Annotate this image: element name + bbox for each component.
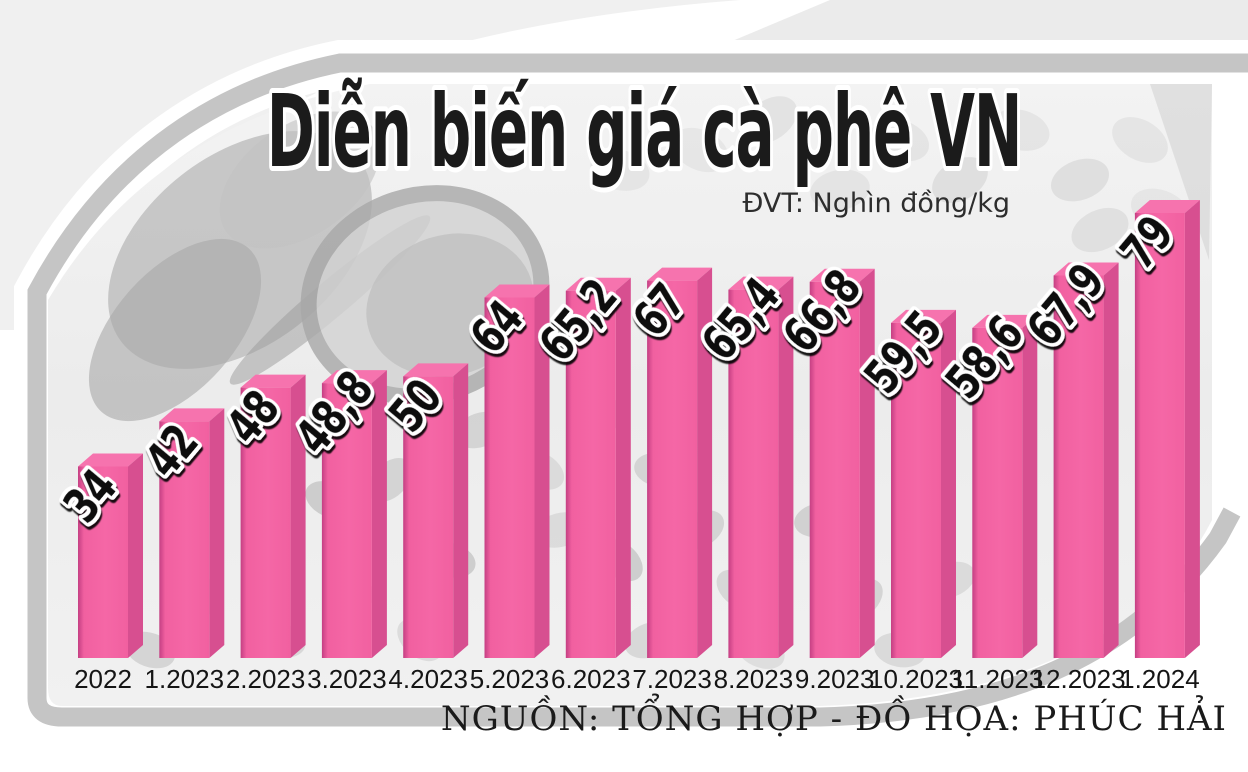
bar-top-face bbox=[1053, 262, 1119, 276]
x-axis-label: 2.2023 bbox=[226, 664, 306, 694]
bar-top-face bbox=[240, 374, 306, 388]
bar-front-face bbox=[1134, 212, 1185, 659]
bar-side-face bbox=[290, 374, 306, 658]
bar-side-face bbox=[941, 309, 956, 658]
x-axis-label: 6.2023 bbox=[551, 664, 631, 694]
bar-side-face bbox=[1184, 199, 1200, 659]
bar-front-face bbox=[240, 387, 291, 658]
page-title: Diễn biến giá cà phê VN bbox=[267, 74, 1022, 190]
bar-front-face bbox=[891, 322, 941, 658]
bar-front-face bbox=[809, 281, 860, 658]
bar-top-face bbox=[403, 363, 469, 377]
unit-note: ĐVT: Nghìn đồng/kg bbox=[742, 188, 1010, 219]
bar-top-face bbox=[647, 267, 713, 281]
bar-1.2023: 42 bbox=[132, 408, 225, 658]
bar-front-face bbox=[484, 297, 535, 658]
bar-front-face bbox=[728, 289, 779, 658]
bar-side-face bbox=[1103, 262, 1119, 658]
bar-4.2023: 50 bbox=[376, 363, 469, 658]
bar-top-face bbox=[728, 276, 794, 290]
bar-side-face bbox=[209, 408, 225, 658]
corner-wash-top-right bbox=[706, 0, 1248, 52]
bar-side-face bbox=[697, 267, 713, 658]
bar-top-face bbox=[1134, 199, 1200, 213]
bar-side-face bbox=[453, 363, 469, 658]
bar-side-face bbox=[615, 277, 631, 658]
bar-side-face bbox=[534, 284, 550, 658]
x-axis-label: 11.2023 bbox=[951, 664, 1043, 694]
corner-wash-top-left bbox=[0, 0, 740, 330]
bar-top-face bbox=[321, 370, 387, 384]
bar-top-face bbox=[972, 314, 1038, 328]
x-axis-label: 4.2023 bbox=[388, 664, 468, 694]
x-axis-label: 7.2023 bbox=[632, 664, 712, 694]
bar-side-face bbox=[128, 453, 143, 658]
x-axis-label: 1.2024 bbox=[1120, 664, 1200, 694]
x-axis-label: 12.2023 bbox=[1032, 664, 1126, 694]
x-axis-label: 5.2023 bbox=[470, 664, 550, 694]
bar-7.2023: 67 bbox=[620, 267, 713, 658]
bar-side-face bbox=[1022, 314, 1038, 658]
bar-3.2023: 48,8 bbox=[282, 358, 388, 658]
x-axis-label: 1.2023 bbox=[145, 664, 225, 694]
x-axis-label: 2022 bbox=[74, 664, 132, 694]
bar-front-face bbox=[403, 376, 454, 658]
bar-top-face bbox=[891, 309, 956, 323]
x-axis-labels: 2022 1.2023 2.2023 3.2023 4.2023 5.2023 6.2023… bbox=[74, 664, 1200, 694]
x-axis-label: 3.2023 bbox=[307, 664, 387, 694]
x-axis-label: 9.2023 bbox=[795, 664, 875, 694]
bar-top-face bbox=[565, 277, 631, 291]
bar-front-face bbox=[1053, 275, 1104, 658]
bar-side-face bbox=[371, 370, 387, 658]
source-credit: NGUỒN: TỔNG HỢP - ĐỒ HỌA: PHÚC HẢI bbox=[441, 693, 1227, 739]
bar-top-face bbox=[484, 284, 550, 298]
bar-front-face bbox=[647, 280, 698, 658]
bar-front-face bbox=[78, 466, 128, 658]
bar-front-face bbox=[565, 290, 616, 658]
bar-side-face bbox=[859, 268, 875, 658]
x-axis-label: 10.2023 bbox=[869, 664, 963, 694]
bar-top-face bbox=[809, 268, 875, 282]
bar-front-face bbox=[972, 327, 1023, 658]
bar-top-face bbox=[159, 408, 225, 422]
bar-top-face bbox=[78, 453, 143, 467]
x-axis-label: 8.2023 bbox=[714, 664, 794, 694]
bar-front-face bbox=[159, 421, 210, 658]
bar-front-face bbox=[321, 383, 372, 658]
bar-side-face bbox=[778, 276, 794, 658]
